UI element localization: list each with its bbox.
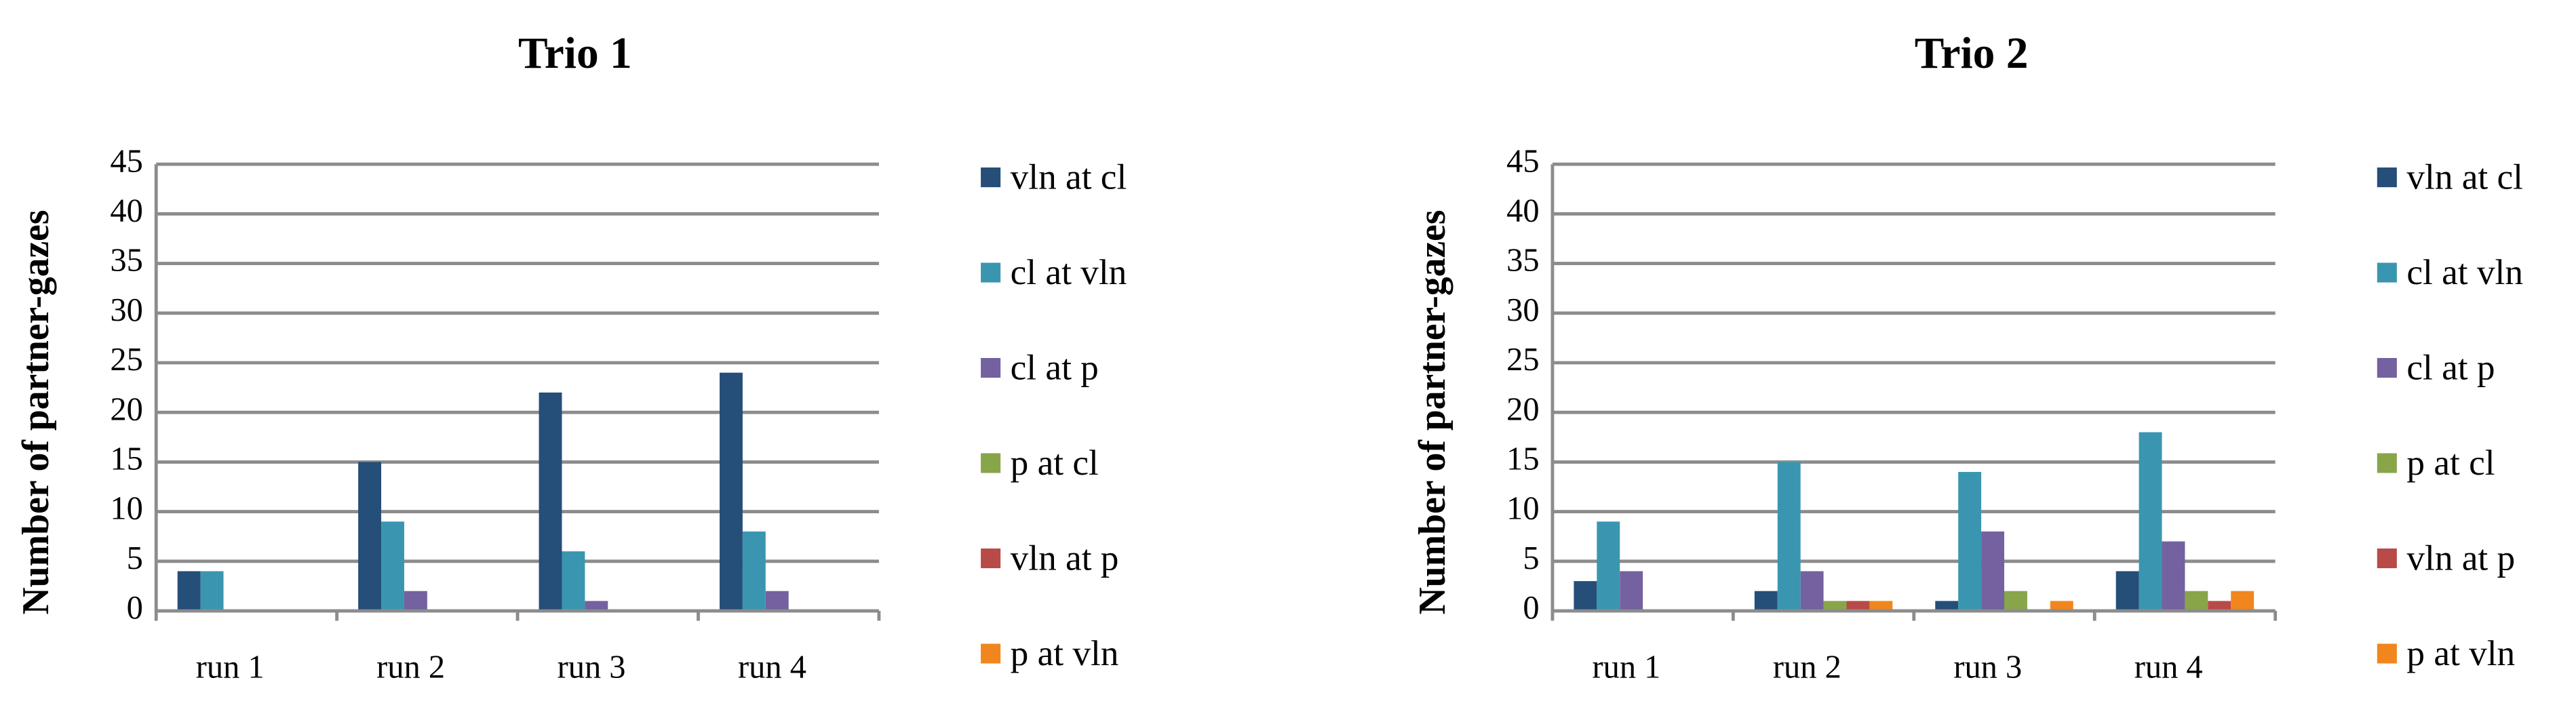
y-axis-title: Number of partner-gazes [1411, 210, 1453, 614]
bar [1620, 571, 1643, 611]
x-tick-label: run 4 [2134, 649, 2203, 685]
bar [1754, 591, 1778, 611]
bar [1823, 601, 1847, 611]
legend-label: p at cl [1011, 443, 1099, 483]
legend-label: vln at p [1011, 538, 1119, 578]
legend-label: p at cl [2406, 443, 2495, 483]
chart-title: Trio 2 [1915, 29, 2029, 78]
x-tick-label: run 2 [376, 649, 445, 685]
legend-swatch [981, 453, 1001, 473]
x-tick-label: run 2 [1773, 649, 1841, 685]
bar [742, 531, 766, 611]
bar [2208, 601, 2231, 611]
chart: Trio 1 Number of partner-gazes 0 5 10 15 20 25 3… [15, 29, 1127, 685]
legend-label: cl at vln [1011, 252, 1127, 292]
legend-swatch [981, 167, 1001, 188]
y-tick-label: 45 [1506, 143, 1539, 179]
bar [562, 551, 585, 611]
bar [585, 601, 608, 611]
y-tick-label: 35 [1506, 243, 1539, 279]
bar [381, 521, 404, 611]
legend-label: cl at p [1011, 348, 1099, 388]
y-tick-label: 20 [1506, 391, 1539, 427]
bar [358, 462, 382, 611]
y-tick-label: 30 [110, 292, 142, 328]
y-axis-title: Number of partner-gazes [15, 210, 57, 614]
bar [200, 571, 224, 611]
legend-swatch [981, 262, 1001, 283]
y-tick-label: 15 [1506, 441, 1539, 477]
y-tick-label: 0 [1523, 590, 1539, 626]
bar [1935, 601, 1959, 611]
legend-swatch [2377, 262, 2397, 283]
y-tick-label: 5 [1523, 540, 1539, 576]
y-tick-label: 15 [110, 441, 142, 477]
x-tick-label: run 3 [558, 649, 626, 685]
legend-swatch [2377, 167, 2397, 188]
bar [1846, 601, 1870, 611]
legend-swatch [2377, 358, 2397, 378]
y-tick-label: 40 [110, 193, 142, 229]
x-tick-label: run 4 [738, 649, 806, 685]
y-tick-label: 10 [110, 491, 142, 527]
legend-label: cl at vln [2406, 252, 2523, 292]
y-tick-label: 25 [1506, 342, 1539, 378]
legend-label: vln at cl [2406, 157, 2523, 197]
bar [1869, 601, 1893, 611]
chart: Trio 2 Number of partner-gazes 0 5 10 15 20 25 3… [1411, 29, 2523, 685]
bar [2139, 432, 2162, 611]
x-tick-label: run 1 [196, 649, 265, 685]
y-tick-label: 25 [110, 342, 142, 378]
y-tick-label: 45 [110, 143, 142, 179]
bar [2004, 591, 2027, 611]
bar [2185, 591, 2208, 611]
bar [1777, 462, 1801, 611]
y-tick-label: 40 [1506, 193, 1539, 229]
bar [1800, 571, 1824, 611]
y-tick-label: 30 [1506, 292, 1539, 328]
y-tick-label: 5 [127, 540, 143, 576]
legend-label: vln at p [2406, 538, 2515, 578]
chart-title: Trio 1 [518, 29, 632, 78]
bar [539, 392, 562, 611]
bar [177, 571, 201, 611]
legend-swatch [981, 548, 1001, 569]
bar [404, 591, 427, 611]
x-tick-label: run 3 [1953, 649, 2022, 685]
legend-swatch [2377, 548, 2397, 569]
bar [2231, 591, 2255, 611]
y-tick-label: 20 [110, 391, 142, 427]
legend-label: p at vln [1011, 633, 1119, 673]
legend-label: vln at cl [1011, 157, 1127, 197]
legend-swatch [981, 358, 1001, 378]
bar [1597, 521, 1620, 611]
legend-swatch [2377, 453, 2397, 473]
legend-swatch [2377, 643, 2397, 664]
y-tick-label: 0 [127, 590, 143, 626]
legend-label: p at vln [2406, 633, 2515, 673]
bar [765, 591, 789, 611]
bar [1574, 581, 1597, 611]
bar [1981, 531, 2004, 611]
bar [1958, 472, 1982, 611]
x-tick-label: run 1 [1592, 649, 1660, 685]
bar [719, 372, 743, 611]
legend-swatch [981, 643, 1001, 664]
y-tick-label: 10 [1506, 491, 1539, 527]
bar [2050, 601, 2073, 611]
bar [2162, 541, 2185, 611]
y-tick-label: 35 [110, 243, 142, 279]
bar [2115, 571, 2139, 611]
legend-label: cl at p [2406, 348, 2495, 388]
